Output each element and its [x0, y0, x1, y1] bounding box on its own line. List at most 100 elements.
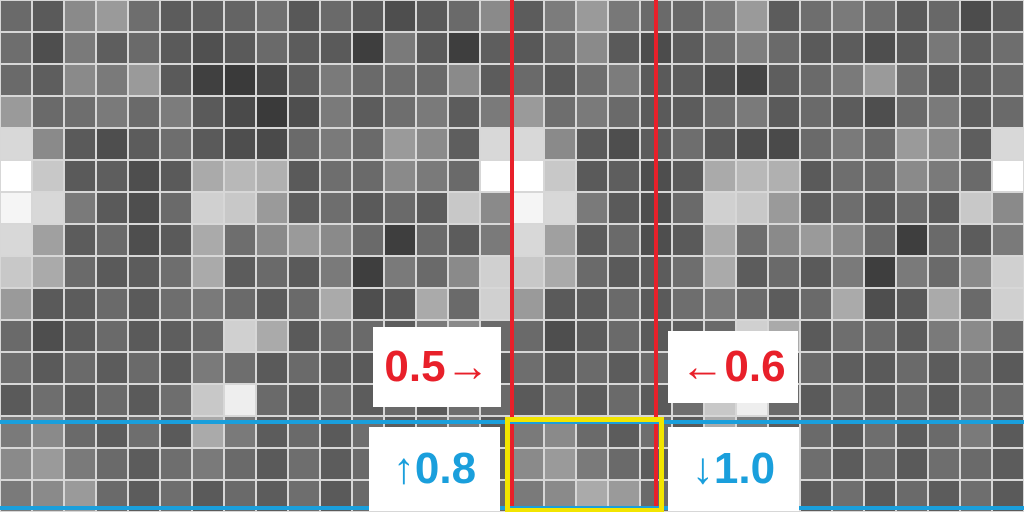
texture-tile — [864, 160, 896, 192]
texture-tile — [512, 384, 544, 416]
texture-tile — [384, 0, 416, 32]
texture-tile — [128, 224, 160, 256]
texture-tile — [512, 64, 544, 96]
texture-tile — [256, 320, 288, 352]
label-top-value: 0.8 — [414, 444, 477, 493]
texture-tile — [320, 352, 352, 384]
texture-tile — [704, 128, 736, 160]
texture-tile — [96, 352, 128, 384]
texture-tile — [832, 0, 864, 32]
texture-tile — [512, 160, 544, 192]
texture-tile — [512, 448, 544, 480]
texture-tile — [192, 96, 224, 128]
texture-tile — [320, 0, 352, 32]
texture-tile — [512, 32, 544, 64]
texture-tile — [224, 192, 256, 224]
texture-tile — [896, 384, 928, 416]
label-right-value: 0.6 — [724, 342, 786, 391]
texture-tile — [576, 160, 608, 192]
texture-tile — [992, 96, 1024, 128]
texture-tile — [832, 96, 864, 128]
texture-tile — [608, 384, 640, 416]
texture-tile — [192, 128, 224, 160]
texture-tile — [160, 352, 192, 384]
texture-tile — [32, 448, 64, 480]
texture-tile — [512, 0, 544, 32]
texture-tile — [960, 192, 992, 224]
texture-tile — [960, 384, 992, 416]
texture-tile — [416, 256, 448, 288]
texture-tile — [864, 96, 896, 128]
texture-tile — [448, 224, 480, 256]
texture-tile — [448, 160, 480, 192]
texture-tile — [928, 64, 960, 96]
texture-tile — [64, 32, 96, 64]
texture-tile — [352, 64, 384, 96]
texture-tile — [64, 0, 96, 32]
texture-tile — [768, 224, 800, 256]
texture-tile — [576, 320, 608, 352]
texture-tile — [544, 288, 576, 320]
texture-tile — [32, 288, 64, 320]
texture-tile — [576, 192, 608, 224]
texture-tile — [704, 32, 736, 64]
texture-tile — [448, 64, 480, 96]
label-right-offset: ← 0.6 — [668, 331, 798, 403]
texture-tile — [480, 160, 512, 192]
texture-tile — [896, 96, 928, 128]
texture-tile — [800, 192, 832, 224]
texture-tile — [0, 192, 32, 224]
texture-tile — [224, 32, 256, 64]
texture-tile — [32, 0, 64, 32]
texture-tile — [192, 320, 224, 352]
texture-tile — [672, 192, 704, 224]
texture-tile — [224, 352, 256, 384]
texture-tile — [800, 32, 832, 64]
texture-tile — [960, 352, 992, 384]
texture-tile — [800, 256, 832, 288]
texture-tile — [128, 64, 160, 96]
texture-tile — [864, 128, 896, 160]
texture-tile — [608, 448, 640, 480]
texture-tile — [928, 352, 960, 384]
texture-tile — [288, 448, 320, 480]
texture-tile — [960, 160, 992, 192]
texture-tile — [64, 128, 96, 160]
texture-tile — [608, 288, 640, 320]
texture-tile — [0, 128, 32, 160]
texture-tile — [672, 224, 704, 256]
texture-tile — [128, 352, 160, 384]
texture-tile — [448, 288, 480, 320]
texture-tile — [800, 160, 832, 192]
texture-tile — [128, 32, 160, 64]
texture-tile — [896, 224, 928, 256]
texture-tile — [480, 32, 512, 64]
texture-tile — [160, 128, 192, 160]
texture-tile — [64, 64, 96, 96]
texture-tile — [768, 64, 800, 96]
texture-tile — [288, 192, 320, 224]
texture-tile — [224, 256, 256, 288]
texture-tile — [960, 32, 992, 64]
texture-tile — [448, 256, 480, 288]
texture-tile — [256, 288, 288, 320]
texture-tile — [768, 160, 800, 192]
texture-tile — [256, 0, 288, 32]
texture-tile — [448, 32, 480, 64]
texture-tile — [160, 192, 192, 224]
texture-tile — [896, 160, 928, 192]
texture-tile — [544, 96, 576, 128]
texture-tile — [576, 256, 608, 288]
texture-tile — [832, 320, 864, 352]
texture-tile — [160, 256, 192, 288]
texture-tile — [928, 96, 960, 128]
texture-tile — [928, 128, 960, 160]
texture-tile — [512, 128, 544, 160]
texture-tile — [928, 160, 960, 192]
texture-tile — [0, 64, 32, 96]
texture-tile — [832, 128, 864, 160]
texture-tile — [0, 320, 32, 352]
texture-tile — [224, 160, 256, 192]
texture-tile — [96, 0, 128, 32]
texture-tile — [64, 352, 96, 384]
